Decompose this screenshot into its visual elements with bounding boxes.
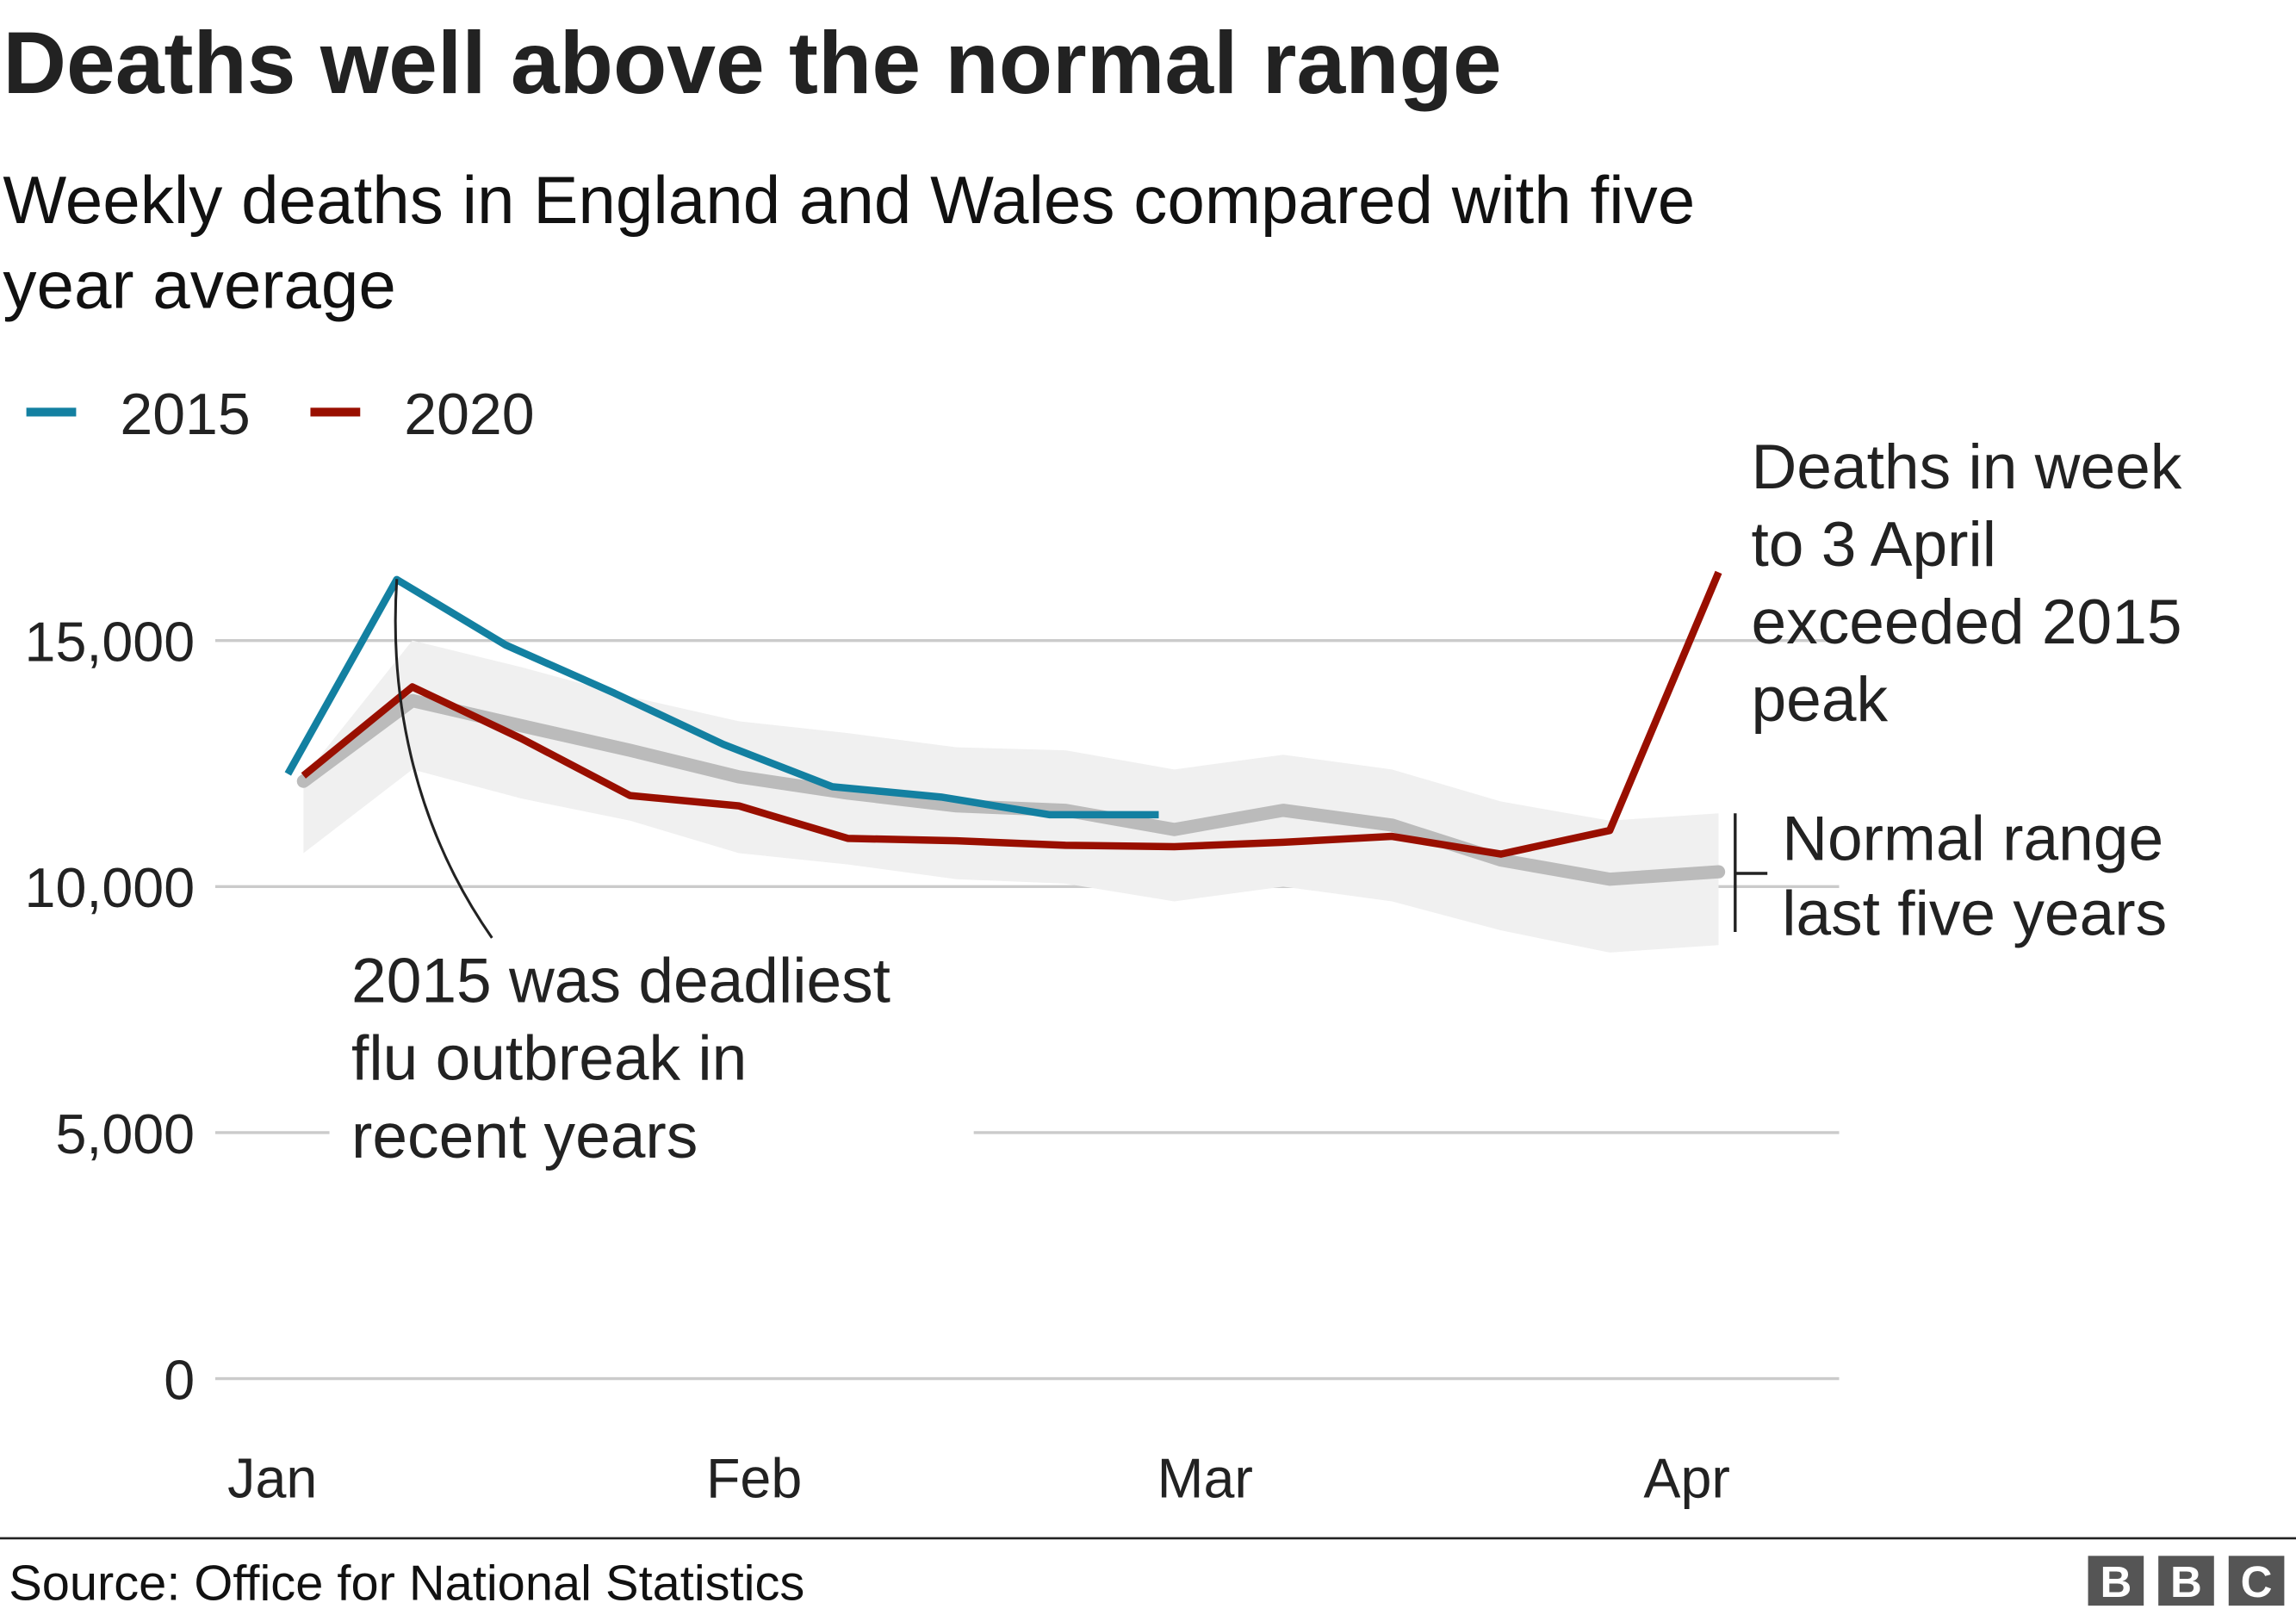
y-axis-ticks: 0 5,000 10,000 15,000	[25, 611, 195, 1411]
normal-range-band	[303, 640, 1719, 953]
y-tick-label: 0	[164, 1349, 195, 1411]
subtitle-line-1: Weekly deaths in England and Wales compa…	[3, 162, 1695, 238]
series-lines	[284, 570, 1722, 858]
y-tick-label: 10,000	[25, 857, 195, 919]
svg-text:B: B	[2170, 1557, 2202, 1606]
annotation-peak-1: Deaths in week	[1752, 432, 2182, 502]
bbc-logo: B B C	[2088, 1556, 2285, 1606]
annotation-range-1: Normal range	[1782, 804, 2163, 874]
annotation-range-2: last five years	[1782, 879, 2167, 948]
x-tick-label: Mar	[1157, 1447, 1253, 1509]
annotation-peak-3: exceeded 2015	[1752, 587, 2182, 657]
x-tick-label: Feb	[706, 1447, 802, 1509]
source-note: Source: Office for National Statistics	[9, 1556, 804, 1611]
chart-title: Deaths well above the normal range	[3, 14, 1501, 112]
legend-label-2020: 2020	[404, 382, 534, 447]
annotation-leader-2015	[394, 579, 493, 939]
x-tick-label: Jan	[227, 1447, 317, 1509]
annotation-flu-1: 2015 was deadliest	[351, 947, 890, 1016]
annotation-peak-2: to 3 April	[1752, 510, 1996, 580]
svg-text:C: C	[2241, 1557, 2273, 1606]
annotation-flu-3: recent years	[351, 1102, 698, 1171]
annotation-peak-4: peak	[1752, 665, 1889, 735]
y-tick-label: 5,000	[55, 1103, 195, 1165]
annotation-background	[329, 945, 974, 1180]
x-axis-ticks: Jan Feb Mar Apr	[227, 1447, 1730, 1509]
legend-label-2015: 2015	[120, 382, 250, 447]
range-bracket	[1734, 813, 1768, 933]
series-line-2020	[301, 570, 1722, 858]
svg-text:B: B	[2100, 1557, 2132, 1606]
y-tick-label: 15,000	[25, 611, 195, 673]
x-tick-label: Apr	[1643, 1447, 1730, 1509]
subtitle-line-2: year average	[3, 247, 395, 323]
annotation-flu-2: flu outbreak in	[351, 1024, 747, 1094]
legend: 2015 2020	[26, 382, 535, 447]
